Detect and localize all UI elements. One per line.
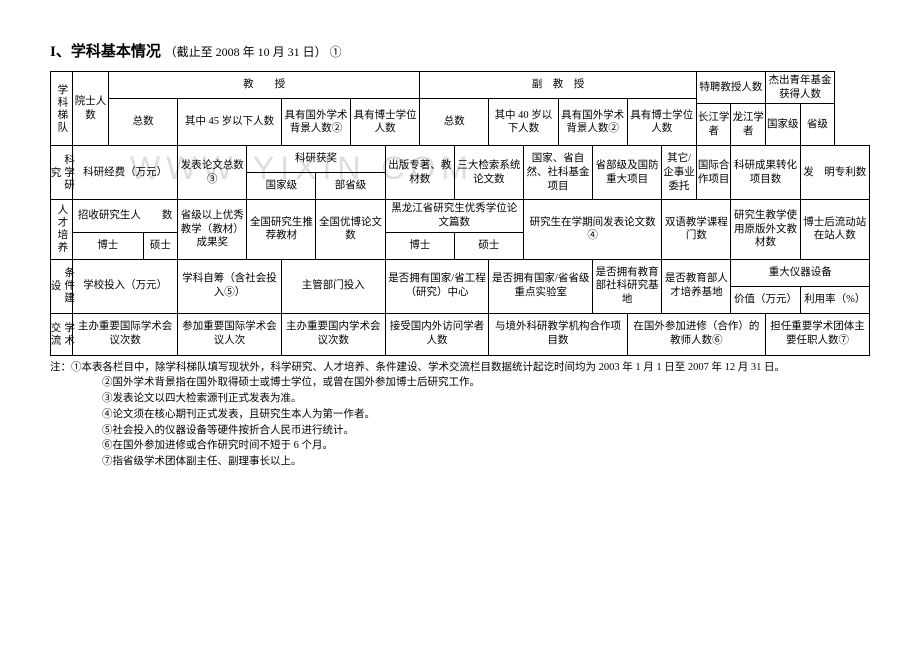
abroad: 在国外参加进修（合作）的教师人数⑥ xyxy=(627,313,765,355)
notes: 注：①本表各栏目中，除学科梯队填写现状外，科学研究、人才培养、条件建设、学术交流… xyxy=(50,360,870,470)
patent: 发 明专利数 xyxy=(800,146,869,200)
index: 三大检索系统论文数 xyxy=(454,146,523,200)
cj: 长江学者 xyxy=(696,104,731,146)
total: 总数 xyxy=(109,99,178,146)
special: 特聘教授人数 xyxy=(696,72,765,104)
page-title: I、学科基本情况 （截止至 2008 年 10 月 31 日） ① xyxy=(50,40,870,61)
nsfc: 国家、省自然、社科基金项目 xyxy=(523,146,592,200)
lab: 是否拥有国家/省省级重点实验室 xyxy=(489,259,593,313)
intl: 国际合作项目 xyxy=(696,146,731,200)
center: 是否拥有国家/省工程（研究）中心 xyxy=(385,259,489,313)
position: 担任重要学术团体主要任职人数⑦ xyxy=(765,313,869,355)
section-1: 学科梯队 xyxy=(51,72,73,146)
trans: 科研成果转化项目数 xyxy=(731,146,800,200)
notes-pre: 注： xyxy=(50,362,71,373)
mod: 省部级及国防重大项目 xyxy=(593,146,662,200)
note-2: ②国外学术背景指在国外取得硕士或博士学位，或曾在国外参加博士后研究工作。 xyxy=(76,375,870,391)
note-5: ⑤社会投入的仪器设备等硬件按折合人民币进行统计。 xyxy=(76,423,870,439)
youth: 杰出青年基金获得人数 xyxy=(765,72,834,104)
foreign: 具有国外学术背景人数② xyxy=(281,99,350,146)
nat: 国家级 xyxy=(765,104,800,146)
phd: 具有博士学位人数 xyxy=(351,99,420,146)
papers: 发表论文总数③ xyxy=(178,146,247,200)
postdoc: 博士后流动站在站人数 xyxy=(800,200,869,259)
lj: 龙江学者 xyxy=(731,104,766,146)
award-n: 国家级 xyxy=(247,173,316,200)
enroll-phd: 博士 xyxy=(73,232,144,259)
foreign2: 具有国外学术背景人数② xyxy=(558,99,627,146)
note-1: ①本表各栏目中，除学科梯队填写现状外，科学研究、人才培养、条件建设、学术交流栏目… xyxy=(71,362,785,373)
main-table: 学科梯队 院士人数 教 授 副 教 授 特聘教授人数 杰出青年基金获得人数 总数… xyxy=(50,71,870,356)
equip: 重大仪器设备 xyxy=(731,259,870,286)
fund: 科研经费（万元） xyxy=(73,146,178,200)
u45: 其中 45 岁以下人数 xyxy=(178,99,282,146)
u40: 其中 40 岁以下人数 xyxy=(489,99,558,146)
section-3: 人才培养 xyxy=(51,200,73,259)
coop: 与境外科研教学机构合作项目数 xyxy=(489,313,627,355)
host-dom: 主办重要国内学术会议次数 xyxy=(281,313,385,355)
books: 出版专著、教材数 xyxy=(385,146,454,200)
attend-intl: 参加重要国际学术会议人次 xyxy=(178,313,282,355)
equip-val: 价值（万元） xyxy=(731,286,800,313)
host-intl: 主办重要国际学术会议次数 xyxy=(73,313,178,355)
base: 是否拥有教育部社科研究基地 xyxy=(593,259,662,313)
hlj-phd: 博士 xyxy=(385,232,454,259)
talent: 是否教育部人才培养基地 xyxy=(662,259,731,313)
thesis: 全国优博论文数 xyxy=(316,200,385,259)
note-6: ⑥在国外参加进修或合作研究时间不短于 6 个月。 xyxy=(76,438,870,454)
title-main: I、学科基本情况 xyxy=(50,44,161,60)
school: 学校投入（万元） xyxy=(73,259,178,313)
hlj: 黑龙江省研究生优秀学位论文篇数 xyxy=(385,200,523,232)
rec: 全国研究生推荐教材 xyxy=(247,200,316,259)
award: 科研获奖 xyxy=(247,146,385,173)
prof: 教 授 xyxy=(109,72,420,99)
grad-papers: 研究生在学期间发表论文数④ xyxy=(523,200,661,259)
section-4: 条件建设 xyxy=(51,259,73,313)
teach-award: 省级以上优秀教学（教材）成果奖 xyxy=(178,200,247,259)
section-2: 科学研究 xyxy=(51,146,73,200)
phd2: 具有博士学位人数 xyxy=(627,99,696,146)
self: 学科自筹（含社会投入⑤） xyxy=(178,259,282,313)
equip-use: 利用率（%） xyxy=(800,286,869,313)
note-3: ③发表论文以四大检索源刊正式发表为准。 xyxy=(76,391,870,407)
hlj-ms: 硕士 xyxy=(454,232,523,259)
ent: 其它/企事业委托 xyxy=(662,146,697,200)
prov: 省级 xyxy=(800,104,835,146)
assoc: 副 教 授 xyxy=(420,72,697,99)
total2: 总数 xyxy=(420,99,489,146)
section-5: 学术交流 xyxy=(51,313,73,355)
award-p: 部省级 xyxy=(316,173,385,200)
dept: 主管部门投入 xyxy=(281,259,385,313)
enroll: 招收研究生人 数 xyxy=(73,200,178,232)
title-note: （截止至 2008 年 10 月 31 日） ① xyxy=(165,45,342,59)
note-4: ④论文须在核心期刊正式发表，且研究生本人为第一作者。 xyxy=(76,407,870,423)
acad: 院士人数 xyxy=(73,72,109,146)
bilingual: 双语教学课程门数 xyxy=(662,200,731,259)
visitor: 接受国内外访问学者人数 xyxy=(385,313,489,355)
foreign-text: 研究生教学使用原版外文教材数 xyxy=(731,200,800,259)
enroll-ms: 硕士 xyxy=(143,232,178,259)
note-7: ⑦指省级学术团体副主任、副理事长以上。 xyxy=(76,454,870,470)
